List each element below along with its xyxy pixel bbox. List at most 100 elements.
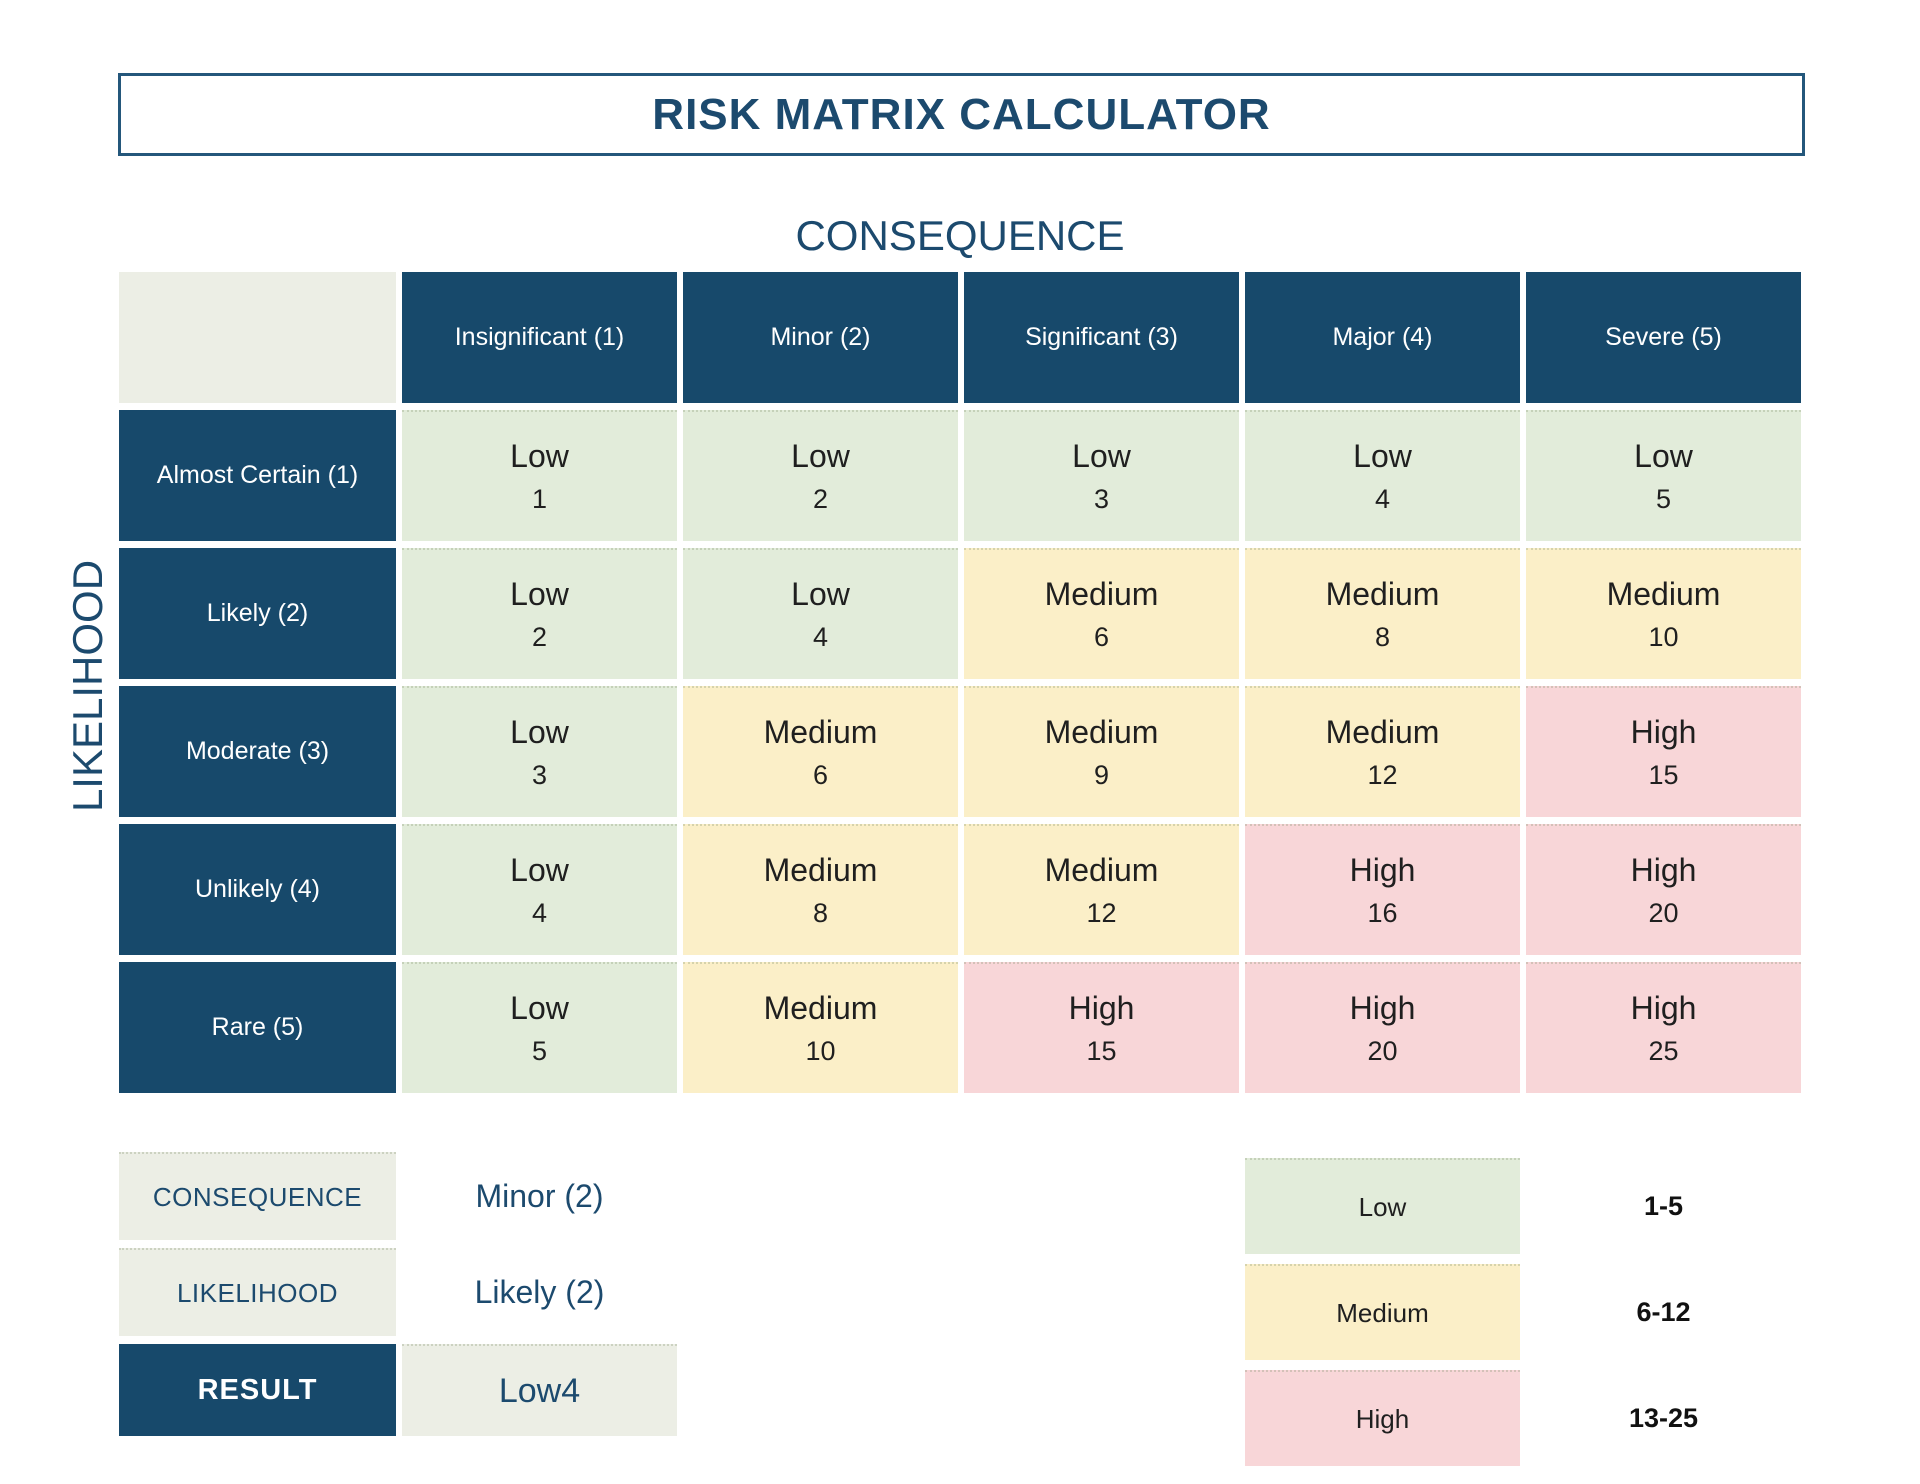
legend-swatch: Low (1245, 1158, 1520, 1254)
risk-score: 1 (531, 484, 548, 514)
row-header-cell: Rare (5) (119, 962, 396, 1093)
matrix-cell: Medium 12 (1245, 686, 1520, 817)
risk-level-label: Low (791, 576, 850, 612)
risk-score: 15 (1086, 1036, 1117, 1066)
matrix-corner-cell (119, 272, 396, 403)
risk-score: 12 (1367, 760, 1398, 790)
matrix-cell: Medium 10 (1526, 548, 1801, 679)
risk-score: 9 (1093, 760, 1110, 790)
risk-score: 6 (1093, 622, 1110, 652)
risk-score: 25 (1648, 1036, 1679, 1066)
risk-level-label: Medium (1044, 714, 1159, 750)
matrix-cell: Medium 12 (964, 824, 1239, 955)
risk-level-label: Medium (1325, 714, 1440, 750)
risk-score: 10 (805, 1036, 836, 1066)
legend-range: 1-5 (1643, 1190, 1684, 1221)
matrix-cell: Low 4 (1245, 410, 1520, 541)
risk-score: 4 (1374, 484, 1391, 514)
risk-level-label: High (1630, 990, 1697, 1026)
matrix-cell: Low 1 (402, 410, 677, 541)
risk-score: 5 (1655, 484, 1672, 514)
matrix-cell: Low 3 (402, 686, 677, 817)
title-box: RISK MATRIX CALCULATOR (118, 73, 1805, 156)
legend-swatch: Medium (1245, 1264, 1520, 1360)
legend-range: 6-12 (1636, 1296, 1691, 1327)
risk-level-label: High (1349, 852, 1416, 888)
consequence-field-label: CONSEQUENCE (119, 1152, 396, 1240)
risk-score: 4 (812, 622, 829, 652)
matrix-cell: High 20 (1245, 962, 1520, 1093)
risk-matrix-table: Insignificant (1) Minor (2) Significant (3… (119, 272, 1801, 1093)
column-header-cell: Major (4) (1245, 272, 1520, 403)
matrix-cell: High 20 (1526, 824, 1801, 955)
result-value-cell: Low4 (402, 1344, 677, 1436)
risk-level-label: Low (510, 990, 569, 1026)
column-header-cell: Minor (2) (683, 272, 958, 403)
risk-level-label: Low (510, 576, 569, 612)
consequence-axis-label: CONSEQUENCE (795, 212, 1125, 259)
risk-score: 8 (812, 898, 829, 928)
risk-score: 15 (1648, 760, 1679, 790)
risk-score: 8 (1374, 622, 1391, 652)
risk-level-label: Medium (763, 990, 878, 1026)
likelihood-axis-label: LIKELIHOOD (64, 559, 111, 813)
risk-level-label: Low (1072, 438, 1131, 474)
matrix-cell: Low 5 (402, 962, 677, 1093)
legend: Low 1-5 Medium 6-12 High 13-25 (1245, 1158, 1801, 1466)
risk-level-label: Medium (1606, 576, 1721, 612)
row-header-cell: Almost Certain (1) (119, 410, 396, 541)
risk-level-label: Low (510, 438, 569, 474)
matrix-cell: Medium 8 (683, 824, 958, 955)
page-title: RISK MATRIX CALCULATOR (652, 89, 1271, 139)
legend-level-label: Low (1358, 1191, 1407, 1222)
risk-score: 20 (1648, 898, 1679, 928)
likelihood-field-label: LIKELIHOOD (119, 1248, 396, 1336)
matrix-cell: High 15 (1526, 686, 1801, 817)
matrix-cell: High 25 (1526, 962, 1801, 1093)
risk-score: 10 (1648, 622, 1679, 652)
column-header-cell: Severe (5) (1526, 272, 1801, 403)
risk-level-label: Medium (763, 852, 878, 888)
consequence-input[interactable]: Minor (2) (475, 1177, 604, 1214)
risk-score: 2 (531, 622, 548, 652)
risk-score: 2 (812, 484, 829, 514)
risk-score: 4 (531, 898, 548, 928)
risk-level-label: High (1068, 990, 1135, 1026)
risk-level-label: Low (1353, 438, 1412, 474)
calculator-panel: CONSEQUENCE Minor (2) LIKELIHOOD Likely … (119, 1152, 677, 1436)
risk-score: 20 (1367, 1036, 1398, 1066)
row-header-cell: Unlikely (4) (119, 824, 396, 955)
matrix-cell: High 16 (1245, 824, 1520, 955)
matrix-cell: Low 2 (402, 548, 677, 679)
result-field-label: RESULT (119, 1344, 396, 1436)
legend-swatch: High (1245, 1370, 1520, 1466)
matrix-cell: Low 4 (402, 824, 677, 955)
matrix-cell: Medium 6 (683, 686, 958, 817)
risk-level-label: Low (510, 714, 569, 750)
matrix-cell: Medium 9 (964, 686, 1239, 817)
row-header-cell: Likely (2) (119, 548, 396, 679)
risk-level-label: Medium (1044, 852, 1159, 888)
matrix-cell: High 15 (964, 962, 1239, 1093)
row-header-cell: Moderate (3) (119, 686, 396, 817)
column-header-cell: Significant (3) (964, 272, 1239, 403)
risk-level-label: Low (791, 438, 850, 474)
legend-range: 13-25 (1628, 1402, 1699, 1433)
risk-level-label: High (1630, 852, 1697, 888)
risk-level-label: High (1630, 714, 1697, 750)
legend-level-label: High (1355, 1403, 1410, 1434)
column-header-cell: Insignificant (1) (402, 272, 677, 403)
risk-level-label: Medium (763, 714, 878, 750)
risk-score: 3 (1093, 484, 1110, 514)
risk-score: 12 (1086, 898, 1117, 928)
risk-level-label: High (1349, 990, 1416, 1026)
matrix-cell: Medium 6 (964, 548, 1239, 679)
risk-score: 5 (531, 1036, 548, 1066)
likelihood-input[interactable]: Likely (2) (474, 1273, 605, 1310)
risk-level-label: Low (1634, 438, 1693, 474)
risk-level-label: Low (510, 852, 569, 888)
risk-score: 16 (1367, 898, 1398, 928)
matrix-cell: Low 4 (683, 548, 958, 679)
risk-score: 3 (531, 760, 548, 790)
matrix-cell: Medium 10 (683, 962, 958, 1093)
